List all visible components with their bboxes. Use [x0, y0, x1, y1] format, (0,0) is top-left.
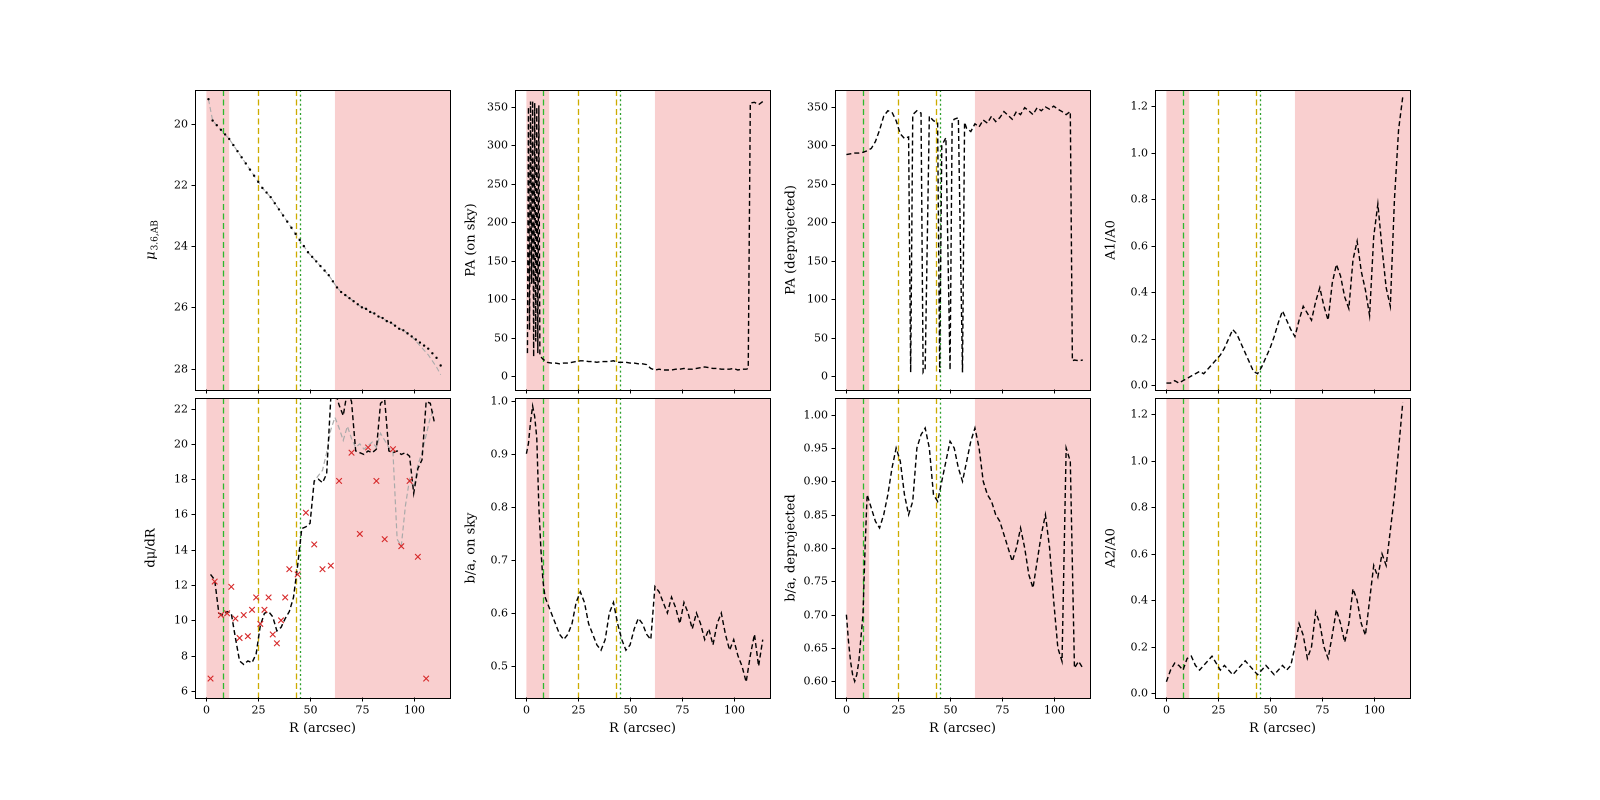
ba-deprojected-plot — [775, 392, 1100, 744]
pa-deprojected-panel — [775, 84, 1100, 396]
a2-a0-panel — [1095, 392, 1420, 744]
mu-gradient-plot — [135, 392, 460, 744]
ba-on-sky-panel — [455, 392, 780, 744]
a1-a0-panel — [1095, 84, 1420, 396]
ba-deprojected-panel — [775, 392, 1100, 744]
a2-a0-plot — [1095, 392, 1420, 744]
pa-deprojected-plot — [775, 84, 1100, 396]
ba-on-sky-plot — [455, 392, 780, 744]
pa-on-sky-plot — [455, 84, 780, 396]
pa-on-sky-panel — [455, 84, 780, 396]
a1-a0-plot — [1095, 84, 1420, 396]
surface-brightness-plot — [135, 84, 460, 396]
surface-brightness-panel — [135, 84, 460, 396]
mu-gradient-panel — [135, 392, 460, 744]
